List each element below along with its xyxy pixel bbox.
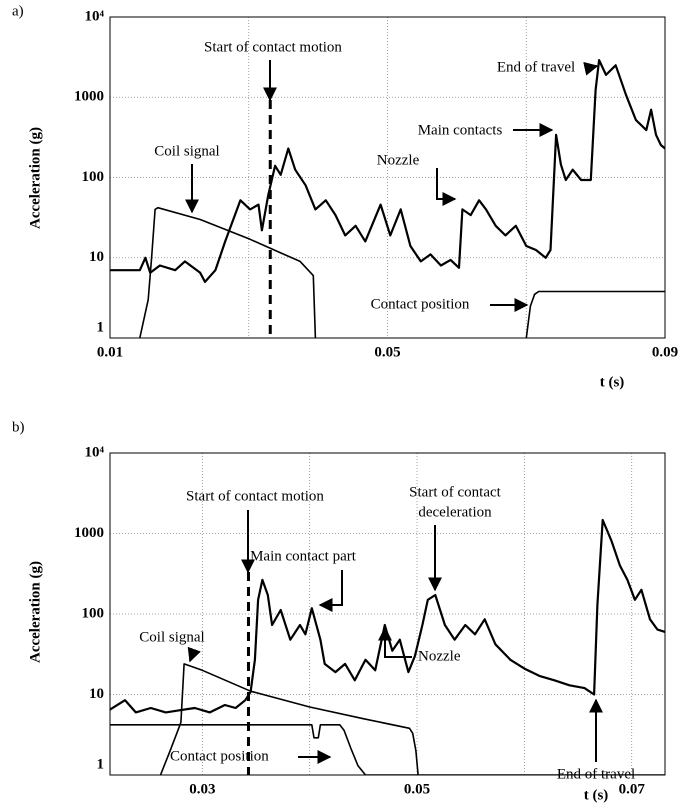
x-tick-label: 0.09 xyxy=(652,344,678,360)
annotation-arrow xyxy=(187,646,201,663)
data-line xyxy=(159,663,419,775)
annotation: deceleration xyxy=(418,504,492,520)
annotation-arrow xyxy=(436,168,457,206)
y-tick-label: 10⁴ xyxy=(85,8,105,24)
x-tick-label: 0.01 xyxy=(97,344,123,360)
annotation: Nozzle xyxy=(418,648,461,664)
plot-area xyxy=(110,59,665,338)
y-tick-label: 10⁴ xyxy=(85,444,105,460)
annotation-arrow xyxy=(378,626,412,658)
annotation-arrow xyxy=(318,570,343,612)
panel-label: b) xyxy=(12,419,25,435)
y-tick-label: 10 xyxy=(89,686,104,702)
annotation: Contact position xyxy=(170,748,269,764)
x-axis-title: t (s) xyxy=(584,787,609,803)
data-line xyxy=(110,518,665,714)
annotation-arrow xyxy=(583,61,599,76)
x-axis-title: t (s) xyxy=(600,374,625,390)
annotation: Coil signal xyxy=(139,629,204,645)
y-tick-label: 100 xyxy=(82,605,105,621)
annotation: End of travel xyxy=(557,766,635,782)
y-tick-label: 100 xyxy=(82,169,105,185)
annotation: Nozzle xyxy=(377,152,420,168)
plot-area xyxy=(110,518,665,775)
annotation: Start of contact motion xyxy=(204,39,342,55)
y-tick-label: 10 xyxy=(89,249,104,265)
annotation: Contact position xyxy=(371,296,470,312)
annotation: Coil signal xyxy=(154,143,219,159)
x-tick-label: 0.05 xyxy=(404,781,430,797)
data-line xyxy=(525,290,665,338)
y-tick-label: 1000 xyxy=(74,525,104,541)
annotation: Start of contact motion xyxy=(186,488,324,504)
data-line xyxy=(110,59,665,283)
x-tick-label: 0.03 xyxy=(189,781,215,797)
annotation: End of travel xyxy=(497,59,575,75)
y-tick-label: 1000 xyxy=(74,89,104,105)
x-tick-label: 0.05 xyxy=(374,344,400,360)
annotation: Start of contact xyxy=(409,484,501,500)
annotation: Main contacts xyxy=(418,122,503,138)
x-tick-label: 0.07 xyxy=(619,781,646,797)
y-axis-title: Acceleration (g) xyxy=(27,127,43,229)
data-line xyxy=(110,724,665,775)
y-tick-label: 1 xyxy=(97,319,105,335)
data-line xyxy=(139,206,317,338)
y-tick-label: 1 xyxy=(97,756,105,772)
annotation: Main contact part xyxy=(250,548,357,564)
plot-frame xyxy=(109,16,666,339)
y-axis-title: Acceleration (g) xyxy=(27,561,43,663)
panel-label: a) xyxy=(12,3,24,19)
